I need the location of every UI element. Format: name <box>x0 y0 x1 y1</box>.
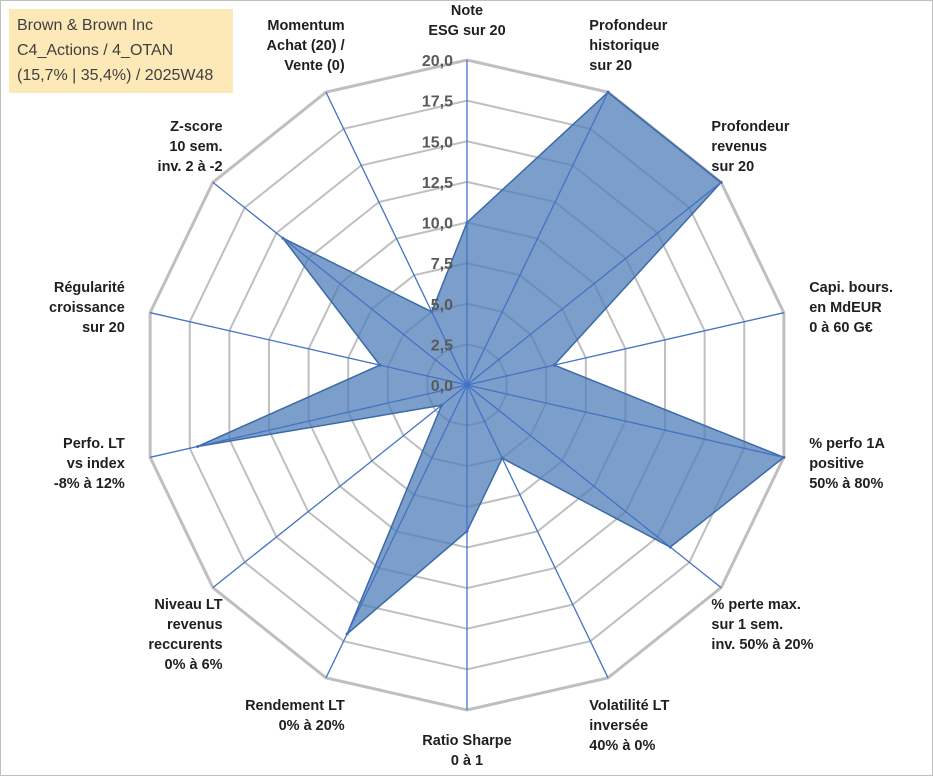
portfolio-category: C4_Actions / 4_OTAN <box>17 42 174 59</box>
axis-label: % perfo 1A positive 50% à 80% <box>809 436 885 492</box>
axis-label: Capi. bours. en MdEUR 0 à 60 G€ <box>809 280 893 336</box>
axis-label: Niveau LT revenus reccurents 0% à 6% <box>148 597 222 673</box>
radial-tick-labels: 0,0 2,5 5,0 7,5 10,0 12,5 15,0 17,5 20,0 <box>422 53 453 395</box>
spoke-line <box>466 312 784 386</box>
info-box: Brown & Brown Inc C4_Actions / 4_OTAN (1… <box>9 9 233 93</box>
axis-labels: Note ESG sur 20 Profondeur historique sur 20… <box>49 3 893 769</box>
axis-label: Momentum Achat (20) / Vente (0) <box>267 18 345 74</box>
axis-label: Z-score 10 sem. inv. 2 à -2 <box>158 119 223 175</box>
spoke-line <box>325 91 468 386</box>
axis-label: Perfo. LT vs index -8% à 12% <box>54 436 125 492</box>
tick-label: 7,5 <box>431 256 453 273</box>
tick-label: 12,5 <box>422 175 453 192</box>
axis-label: Volatilité LT inversée 40% à 0% <box>589 698 669 754</box>
axis-label: Profondeur revenus sur 20 <box>711 119 789 175</box>
spoke-line <box>466 384 784 458</box>
tick-label: 2,5 <box>431 337 453 354</box>
spoke-line <box>466 384 722 589</box>
spoke-line <box>466 91 609 386</box>
spoke-line <box>325 384 468 679</box>
tick-label: 15,0 <box>422 134 453 151</box>
performance-week: (15,7% | 35,4%) / 2025W48 <box>17 67 214 84</box>
series-area <box>197 91 786 635</box>
radar-series <box>196 90 786 636</box>
spoke-line <box>466 181 722 386</box>
tick-label: 10,0 <box>422 216 453 233</box>
axis-label: Note ESG sur 20 <box>428 3 505 39</box>
tick-label: 0,0 <box>431 378 453 395</box>
axis-label: Rendement LT 0% à 20% <box>245 698 345 734</box>
axis-label: Ratio Sharpe 0 à 1 <box>422 733 511 769</box>
company-name: Brown & Brown Inc <box>17 17 154 34</box>
spoke-line <box>212 181 468 386</box>
spoke-line <box>466 384 609 679</box>
axis-label: Régularité croissance sur 20 <box>49 280 125 336</box>
spoke-line <box>212 384 468 589</box>
spoke-line <box>150 312 468 386</box>
spoke-line <box>150 384 468 458</box>
radar-spokes <box>150 60 784 710</box>
axis-label: % perte max. sur 1 sem. inv. 50% à 20% <box>711 597 813 653</box>
tick-label: 17,5 <box>422 94 453 111</box>
axis-label: Profondeur historique sur 20 <box>589 18 667 74</box>
tick-label: 5,0 <box>431 297 453 314</box>
tick-label: 20,0 <box>422 53 453 70</box>
